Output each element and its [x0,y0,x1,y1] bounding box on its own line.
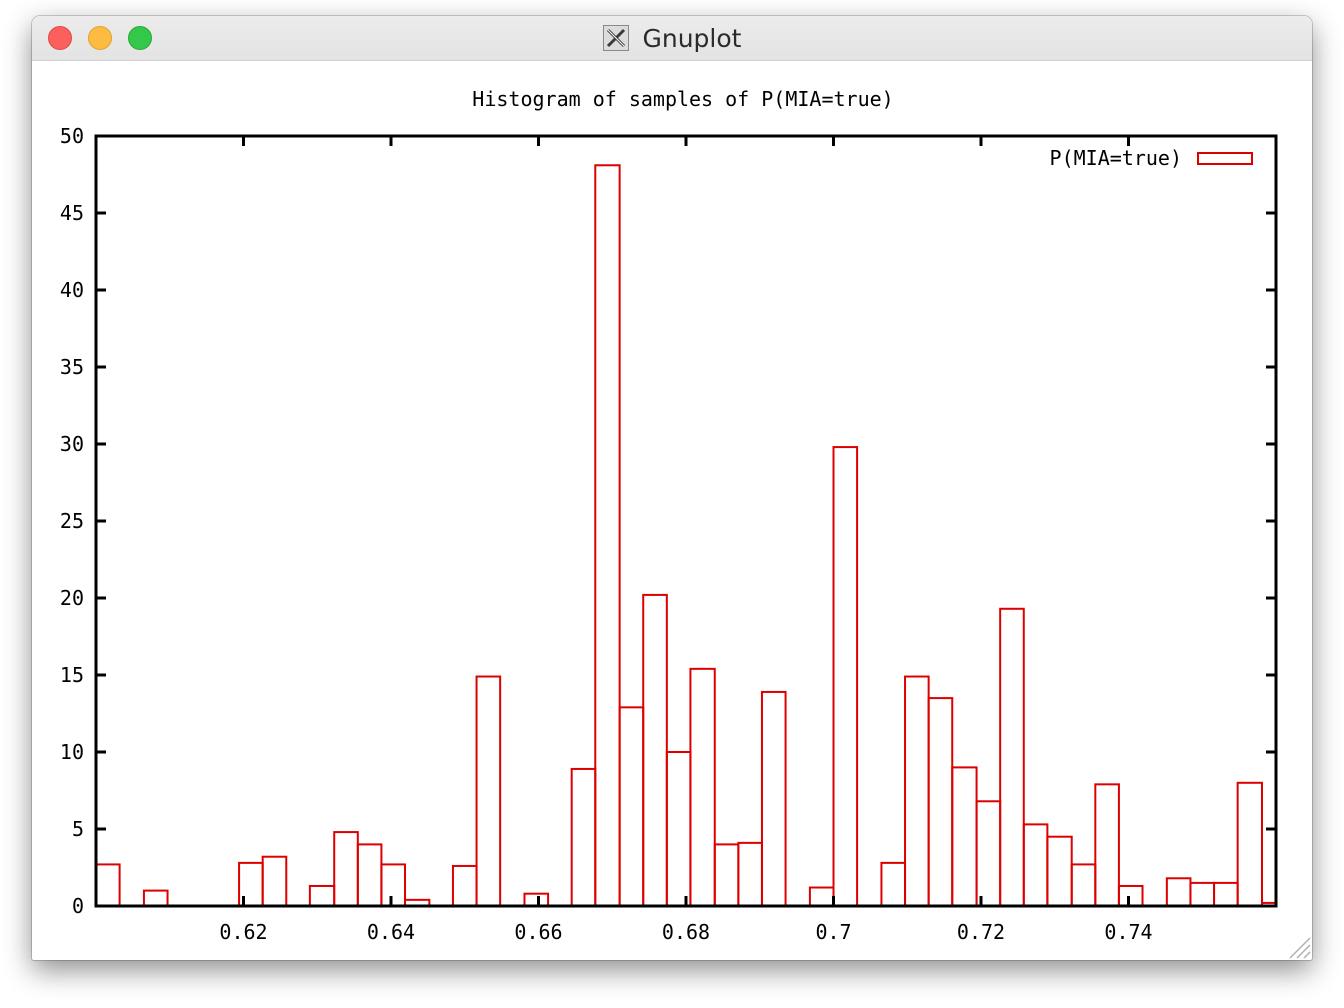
histogram-bar-22 [808,886,835,908]
histogram-bar-7 [356,843,383,908]
histogram-bar-16 [642,593,668,907]
histogram-bar-38 [1236,781,1263,907]
histogram-bar-35 [1165,877,1192,908]
y-tick-label: 35 [60,355,84,379]
histogram-bar-31 [1046,835,1073,908]
histogram-bar-26 [927,697,954,907]
plot-frame [94,134,1278,908]
resize-grip[interactable] [1282,930,1312,960]
histogram-chart: Histogram of samples of P(MIA=true) 0 5 10… [60,87,1278,944]
y-tick-label: 50 [60,124,84,148]
histogram-bar-12 [523,892,550,907]
minimize-button[interactable] [88,26,112,50]
histogram-bar-33 [1094,783,1120,908]
histogram-bar-30 [1022,823,1049,908]
histogram-bar-21 [760,690,787,907]
x-tick-label: 0.66 [514,920,562,944]
histogram-bar-19 [713,843,740,908]
histogram-bar-37 [1213,881,1239,908]
histogram-bar-14 [594,164,621,907]
histogram-bar-5 [308,884,336,907]
histogram-bar-20 [737,841,763,907]
histogram-bar-11 [475,675,502,907]
histogram-bar-1 [95,863,121,907]
histogram-bar-4 [261,855,288,907]
histogram-bar-15 [618,706,645,908]
x-tick-label: 0.68 [662,920,710,944]
histogram-bar-25 [904,675,930,907]
y-tick-label: 40 [60,278,84,302]
y-tick-label: 20 [60,586,84,610]
histogram-bar-17 [665,751,692,907]
gnuplot-window: Gnuplot Histogram of samples of P(MIA=tr… [32,16,1312,960]
x11-icon [602,25,629,51]
y-tick-label: 0 [72,894,84,918]
x-tick-label: 0.72 [957,920,1005,944]
histogram-bar-24 [880,861,907,908]
legend-label: P(MIA=true) [1050,146,1182,170]
legend-swatch [1197,152,1253,165]
histogram-bar-8 [380,863,407,907]
y-tick-label: 5 [72,817,84,841]
histogram-bar-28 [975,800,1002,908]
title-group: Gnuplot [32,16,1312,60]
window-title: Gnuplot [642,23,742,53]
zoom-button[interactable] [128,26,152,50]
histogram-bar-36 [1189,881,1216,908]
histogram-bar-23 [832,446,859,907]
ticks-layer: 0 5 10 15 20 25 30 35 40 45 50 0.62 0.64 0.66 0.68 0.7 0… [60,124,1276,944]
x-tick-label: 0.7 [815,920,851,944]
close-button[interactable] [48,26,72,50]
x-tick-label: 0.64 [367,920,415,944]
y-tick-label: 10 [60,740,84,764]
histogram-bar-6 [333,831,359,908]
legend: P(MIA=true) [1050,146,1253,170]
x-tick-label: 0.74 [1104,920,1152,944]
y-tick-label: 25 [60,509,84,533]
histogram-bar-34 [1117,884,1144,907]
histogram-bar-10 [451,864,478,908]
histogram-bar-18 [689,667,716,908]
x-tick-label: 0.62 [219,920,267,944]
title-bar[interactable]: Gnuplot [32,16,1312,61]
y-tick-label: 15 [60,663,84,687]
histogram-bar-32 [1070,863,1097,907]
bars-layer [95,164,1278,908]
y-tick-label: 45 [60,201,84,225]
histogram-bar-13 [570,767,597,907]
y-tick-label: 30 [60,432,84,456]
histogram-bar-29 [999,607,1025,908]
histogram-bar-27 [951,766,978,908]
chart-title: Histogram of samples of P(MIA=true) [472,87,893,111]
histogram-bar-2 [142,889,169,907]
